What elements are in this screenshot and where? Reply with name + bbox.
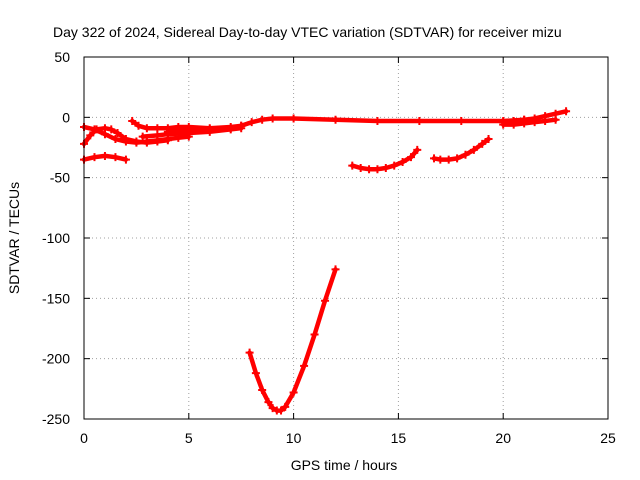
data-point [509, 120, 518, 129]
data-point [461, 150, 470, 159]
data-point [390, 161, 399, 170]
data-point [113, 129, 122, 138]
data-point [153, 131, 162, 140]
data-point [562, 107, 571, 116]
data-point [484, 135, 493, 144]
data-point [289, 388, 298, 397]
x-tick-label: 20 [495, 430, 511, 446]
data-point [331, 265, 340, 274]
data-point [356, 164, 365, 173]
series-layer [80, 107, 571, 415]
data-point [138, 132, 147, 141]
data-point [90, 153, 99, 162]
data-point [128, 116, 137, 125]
data-point [520, 119, 529, 128]
data-point [226, 124, 235, 133]
data-point [469, 145, 478, 154]
data-point [530, 118, 539, 127]
data-point [398, 157, 407, 166]
x-tick-label: 15 [391, 430, 407, 446]
data-point [551, 115, 560, 124]
y-tick-label: -150 [42, 290, 70, 306]
data-point [132, 137, 141, 146]
y-tick-label: -200 [42, 351, 70, 367]
data-point [436, 155, 445, 164]
data-point [258, 115, 267, 124]
y-tick-label: 0 [62, 109, 70, 125]
x-axis-label: GPS time / hours [291, 457, 398, 473]
data-point [121, 135, 130, 144]
data-point [373, 165, 382, 174]
data-point [205, 125, 214, 134]
data-point [268, 114, 277, 123]
series-track-10 [350, 147, 420, 172]
data-point [163, 127, 172, 136]
data-point [478, 139, 487, 148]
data-point [184, 126, 193, 135]
data-point [321, 296, 330, 305]
data-point [142, 124, 151, 133]
data-point [365, 165, 374, 174]
plot-frame [83, 56, 609, 420]
tick-labels: 0 5 10 15 20 25 -250 -200 -150 -100 -50 0 50 [42, 49, 616, 446]
data-point [373, 116, 382, 125]
series-track-11 [431, 136, 491, 162]
data-point [121, 155, 130, 164]
data-point [107, 125, 116, 134]
data-point [541, 116, 550, 125]
data-point [237, 121, 246, 130]
y-tick-label: -50 [50, 170, 70, 186]
data-point [277, 406, 286, 415]
data-point [264, 398, 273, 407]
data-point [92, 125, 101, 134]
series-track-6 [165, 116, 527, 135]
y-axis-label: SDTVAR / TECUs [6, 182, 22, 294]
y-tick-label: -100 [42, 230, 70, 246]
data-point [430, 154, 439, 163]
chart-title: Day 322 of 2024, Sidereal Day-to-day VTE… [53, 24, 562, 40]
data-point [258, 386, 267, 395]
gridlines [84, 57, 608, 419]
data-point [111, 153, 120, 162]
data-point [499, 120, 508, 129]
data-point [100, 124, 109, 133]
data-point [247, 118, 256, 127]
data-point [300, 361, 309, 370]
data-point [406, 153, 415, 162]
data-point [100, 151, 109, 160]
data-point [245, 348, 254, 357]
data-point [415, 116, 424, 125]
y-tick-label: 50 [54, 49, 70, 65]
data-point [153, 124, 162, 133]
data-point [453, 154, 462, 163]
data-point [289, 114, 298, 123]
data-point [331, 115, 340, 124]
x-tick-label: 0 [80, 430, 88, 446]
x-tick-label: 25 [600, 430, 616, 446]
data-point [268, 404, 277, 413]
data-point [142, 138, 151, 147]
data-point [413, 145, 422, 154]
data-point [444, 155, 453, 164]
data-point [457, 116, 466, 125]
data-point [134, 121, 143, 130]
data-point [251, 369, 260, 378]
data-point [111, 135, 120, 144]
x-tick-label: 5 [185, 430, 193, 446]
x-tick-label: 10 [286, 430, 302, 446]
data-point [86, 131, 95, 140]
y-tick-label: -250 [42, 411, 70, 427]
data-point [381, 164, 390, 173]
axis-ticks [83, 56, 609, 420]
data-point [348, 161, 357, 170]
data-point [310, 330, 319, 339]
data-point [281, 402, 290, 411]
